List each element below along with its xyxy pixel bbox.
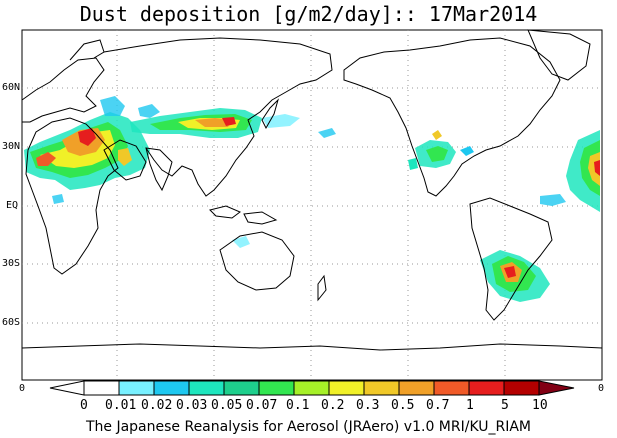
lat-label-60s: 60S	[2, 317, 21, 328]
map-frame	[21, 29, 603, 381]
colorbar-bin	[188, 380, 225, 396]
colorbar-label: 0.07	[246, 398, 278, 413]
colorbar-over-arrow	[538, 380, 575, 396]
lat-label-30n: 30N	[2, 141, 21, 152]
colorbar-under-arrow	[49, 380, 85, 396]
colorbar-label: 0.2	[321, 398, 345, 413]
colorbar-bin	[293, 380, 330, 396]
colorbar-label: 0.05	[211, 398, 243, 413]
dust-deposition-shading	[24, 96, 600, 302]
colorbar-bin	[433, 380, 470, 396]
colorbar-bin	[363, 380, 400, 396]
colorbar-label: 0.7	[426, 398, 450, 413]
lat-label-eq: EQ	[6, 200, 19, 211]
colorbar-bin	[118, 380, 155, 396]
colorbar-bin	[468, 380, 505, 396]
colorbar	[49, 380, 575, 396]
colorbar-label: 0	[80, 398, 88, 413]
footer-credit: The Japanese Reanalysis for Aerosol (JRA…	[85, 419, 532, 435]
colorbar-label: 1	[466, 398, 474, 413]
colorbar-label: 0.03	[176, 398, 208, 413]
lon-label-left: 0	[19, 383, 26, 394]
colorbar-bin	[83, 380, 120, 396]
colorbar-bin	[223, 380, 260, 396]
colorbar-bin	[398, 380, 435, 396]
colorbar-label: 0.01	[105, 398, 137, 413]
colorbar-label: 0.1	[286, 398, 310, 413]
lon-label-right: 0	[598, 383, 605, 394]
colorbar-label: 0.3	[356, 398, 380, 413]
lat-label-60n: 60N	[2, 82, 21, 93]
colorbar-bin	[328, 380, 365, 396]
colorbar-label: 5	[501, 398, 509, 413]
graticule	[22, 30, 602, 380]
colorbar-label: 10	[532, 398, 548, 413]
colorbar-bin	[258, 380, 295, 396]
coastlines	[21, 29, 603, 351]
colorbar-bin	[153, 380, 190, 396]
colorbar-label: 0.5	[391, 398, 415, 413]
colorbar-label: 0.02	[141, 398, 173, 413]
lat-label-30s: 30S	[2, 258, 21, 269]
colorbar-bin	[503, 380, 540, 396]
map-title: Dust deposition [g/m2/day]:: 17Mar2014	[79, 2, 538, 26]
